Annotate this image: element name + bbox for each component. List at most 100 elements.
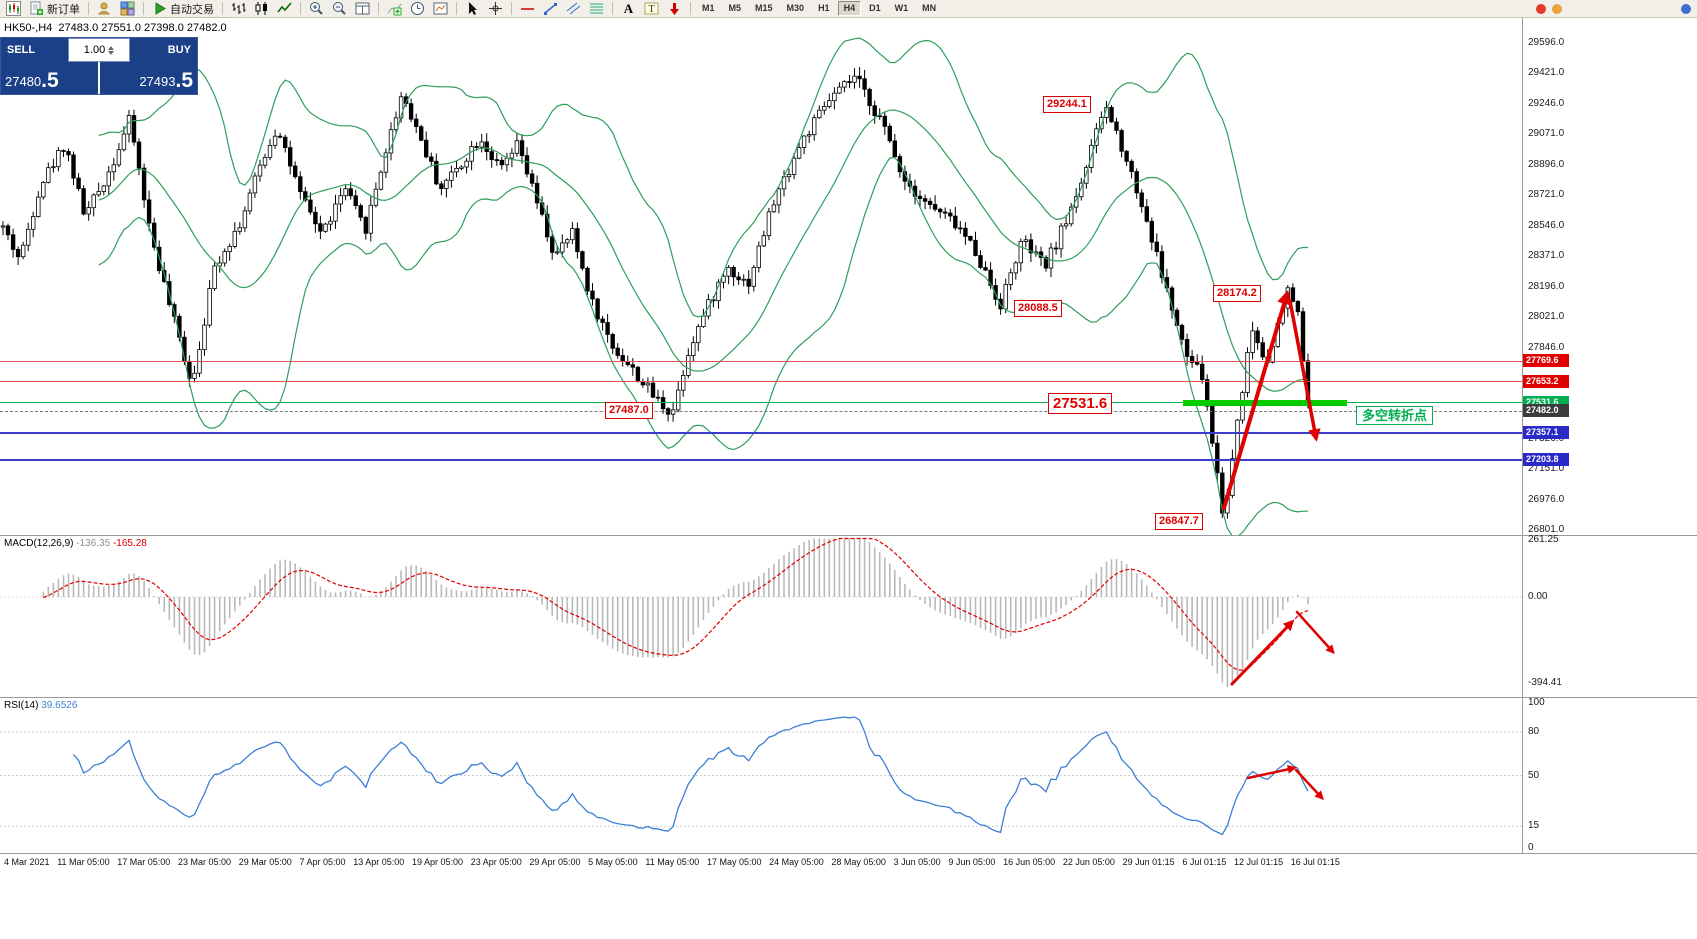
toolbar-separator (612, 2, 613, 15)
time-label: 13 Apr 05:00 (353, 857, 405, 867)
crosshair-button[interactable] (484, 1, 507, 17)
pivot-level-segment[interactable] (1183, 399, 1347, 406)
turning-point-label[interactable]: 多空转折点 (1356, 406, 1434, 425)
spin-down-icon[interactable] (108, 50, 115, 55)
toolbar-separator (300, 2, 301, 15)
line-chart-icon (277, 1, 292, 16)
toolbar-separator (143, 2, 144, 15)
main-chart-panel[interactable]: HK50-,H4 27483.0 27551.0 27398.0 27482.0… (0, 18, 1697, 536)
autotrade-icon (152, 1, 167, 16)
profiles-button[interactable] (93, 1, 116, 17)
channel-button[interactable] (562, 1, 585, 17)
templates-button[interactable] (429, 1, 452, 17)
symbol-ohlc-line: HK50-,H4 27483.0 27551.0 27398.0 27482.0 (4, 22, 227, 34)
status-dot-blue (1681, 4, 1691, 14)
tile-windows-icon (355, 1, 370, 16)
chart-window-button[interactable] (2, 1, 25, 17)
spin-up-icon[interactable] (108, 45, 115, 50)
templates-icon (433, 1, 448, 16)
market-watch-button[interactable] (116, 1, 139, 17)
sell-button[interactable]: SELL (1, 38, 68, 62)
indicators-button[interactable] (383, 1, 406, 17)
timeframe-mn[interactable]: MN (922, 3, 937, 13)
timeframe-d1[interactable]: D1 (869, 3, 881, 13)
price-tick: 27151.0 (1528, 463, 1565, 474)
periods-button[interactable] (406, 1, 429, 17)
macd-name: MACD(12,26,9) (4, 538, 74, 549)
macd-plot (0, 537, 1522, 688)
macd-panel[interactable]: MACD(12,26,9) -136.35 -165.28 261.25 0.00… (0, 534, 1697, 698)
timeframe-m1[interactable]: M1 (702, 3, 715, 13)
toolbar-separator (378, 2, 379, 15)
zoom-out-icon (332, 1, 347, 16)
horizontal-line-27203.8[interactable] (0, 458, 1522, 461)
horizontal-line-27531.6[interactable] (0, 402, 1522, 404)
cursor-button[interactable] (461, 1, 484, 17)
rsi-panel[interactable]: RSI(14) 39.6526 100 80 50 15 0 (0, 697, 1697, 853)
time-axis[interactable]: 4 Mar 2021 11 Mar 05:00 17 Mar 05:00 23 Mar… (0, 853, 1697, 873)
volume-spinner[interactable] (108, 45, 115, 55)
rsi-axis-tick: 80 (1528, 726, 1540, 737)
bar-chart-icon (231, 1, 246, 16)
current-price-line (0, 411, 1522, 413)
time-label: 19 Apr 05:00 (411, 857, 463, 867)
timeframe-m5[interactable]: M5 (728, 3, 742, 13)
time-label: 22 Jun 05:00 (1062, 857, 1115, 867)
buy-price-main: 27493 (139, 74, 176, 89)
price-annotation-27487.0[interactable]: 27487.0 (605, 402, 653, 419)
arrows-button[interactable] (663, 1, 686, 17)
fibo-icon (589, 1, 604, 16)
timeframe-m30[interactable]: M30 (786, 3, 805, 13)
bar-chart-button[interactable] (227, 1, 250, 17)
timeframe-m15[interactable]: M15 (755, 3, 773, 13)
fibo-button[interactable] (585, 1, 608, 17)
macd-axis-tick: 261.25 (1528, 534, 1559, 545)
sell-price-main: 27480 (5, 74, 42, 89)
hline-button[interactable] (516, 1, 539, 17)
channel-icon (566, 1, 581, 16)
candlestick-chart[interactable] (0, 18, 1522, 535)
zoom-out-button[interactable] (328, 1, 351, 17)
timeframe-w1[interactable]: W1 (894, 3, 909, 13)
autotrade-button[interactable]: 自动交易 (148, 1, 218, 17)
svg-text:A: A (624, 1, 634, 16)
price-tick: 28546.0 (1528, 219, 1565, 231)
candle-chart-button[interactable] (250, 1, 273, 17)
horizontal-line-27653.2[interactable] (0, 381, 1522, 382)
price-annotation-27531.6[interactable]: 27531.6 (1048, 393, 1113, 414)
buy-price[interactable]: 27493.5 (100, 62, 197, 94)
rsi-axis-tick: 0 (1528, 842, 1534, 853)
tile-windows-button[interactable] (351, 1, 374, 17)
time-label: 7 Apr 05:00 (299, 857, 346, 867)
text-button[interactable]: A (617, 1, 640, 17)
price-annotation-28088.5[interactable]: 28088.5 (1014, 300, 1062, 317)
new-order-button[interactable]: 新订单 (25, 1, 84, 17)
volume-input[interactable]: 1.00 (68, 38, 130, 62)
timeframe-h1[interactable]: H1 (818, 3, 830, 13)
horizontal-line-27769.6[interactable] (0, 360, 1522, 362)
time-label: 6 Jul 01:15 (1182, 857, 1227, 867)
crosshair-icon (488, 1, 503, 16)
zoom-in-button[interactable] (305, 1, 328, 17)
price-annotation-28174.2[interactable]: 28174.2 (1213, 285, 1261, 302)
price-annotation-26847.7[interactable]: 26847.7 (1155, 513, 1203, 530)
label-button[interactable]: T (640, 1, 663, 17)
line-chart-button[interactable] (273, 1, 296, 17)
macd-axis-tick: 0.00 (1528, 591, 1548, 602)
sell-price[interactable]: 27480.5 (1, 62, 98, 94)
trendline-button[interactable] (539, 1, 562, 17)
macd-value-1: -136.35 (76, 538, 111, 549)
ohlc-values: 27483.0 27551.0 27398.0 27482.0 (58, 22, 227, 34)
rsi-plot (0, 716, 1522, 836)
one-click-trading-panel: SELL 1.00 BUY 27480.5 27493.5 (1, 38, 197, 94)
buy-button[interactable]: BUY (130, 38, 197, 62)
status-dot-red (1536, 4, 1546, 14)
horizontal-line-27357.1[interactable] (0, 432, 1522, 434)
macd-label: MACD(12,26,9) -136.35 -165.28 (4, 538, 147, 549)
timeframe-h4[interactable]: H4 (837, 1, 862, 16)
profiles-icon (97, 1, 112, 16)
chart-window-icon (6, 1, 21, 16)
price-annotation-29244.1[interactable]: 29244.1 (1043, 96, 1091, 113)
time-label: 11 Mar 05:00 (57, 857, 110, 867)
toolbar-separator (511, 2, 512, 15)
